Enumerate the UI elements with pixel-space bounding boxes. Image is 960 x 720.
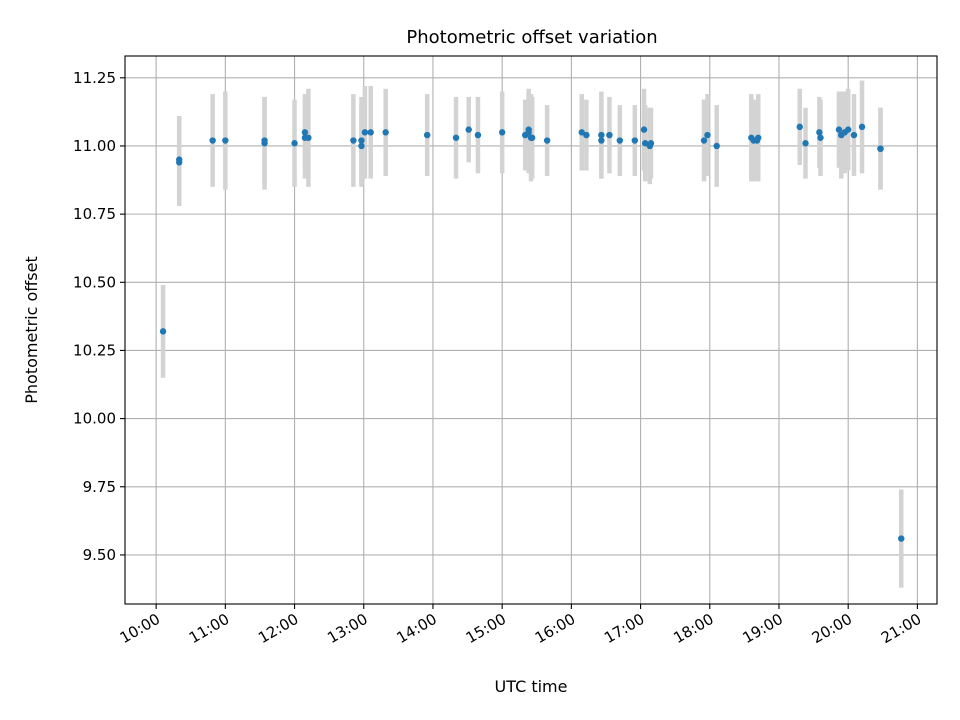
data-point: [525, 129, 532, 136]
point-layer: [159, 123, 905, 542]
data-point: [802, 140, 809, 147]
y-tick-label: 10.75: [73, 205, 116, 223]
data-point: [858, 123, 866, 131]
data-point: [498, 129, 506, 136]
data-point: [358, 137, 365, 144]
data-point: [704, 131, 711, 139]
data-point: [616, 137, 624, 144]
data-point: [291, 140, 298, 147]
data-point: [713, 142, 720, 150]
data-point: [350, 137, 357, 144]
data-point: [816, 129, 823, 136]
data-point: [423, 131, 431, 139]
data-point: [583, 131, 590, 139]
y-tick-label: 9.75: [83, 478, 116, 496]
data-point: [543, 137, 551, 144]
y-tick-label: 9.50: [83, 546, 116, 564]
data-point: [755, 134, 762, 141]
data-point: [528, 134, 536, 141]
data-point: [176, 156, 183, 163]
data-point: [640, 126, 648, 133]
plot-frame: [124, 55, 938, 605]
data-point: [641, 140, 649, 147]
y-axis: 9.50 9.75 10.00 10.25 10.50 10.75 11.00 11.25: [73, 69, 125, 564]
data-point: [358, 142, 365, 150]
y-tick-label: 11.25: [73, 69, 116, 87]
x-axis-title: UTC time: [495, 677, 568, 696]
data-point: [835, 126, 843, 133]
data-point: [877, 145, 884, 152]
data-point: [474, 131, 482, 139]
data-point: [598, 131, 605, 139]
data-point: [578, 129, 585, 136]
data-point: [382, 129, 389, 136]
data-point: [222, 137, 229, 144]
data-point: [361, 129, 369, 136]
data-point: [301, 129, 309, 136]
data-point: [796, 123, 803, 131]
data-point: [631, 137, 639, 144]
data-point: [159, 328, 167, 335]
data-point: [647, 140, 655, 147]
data-point: [452, 134, 460, 141]
data-point: [898, 535, 905, 542]
data-point: [305, 134, 312, 141]
data-point: [465, 126, 472, 133]
data-point: [850, 131, 858, 139]
y-tick-label: 11.00: [73, 137, 116, 155]
data-point: [367, 129, 374, 136]
data-point: [261, 137, 268, 144]
y-axis-title: Photometric offset: [22, 256, 41, 404]
data-point: [606, 131, 613, 139]
data-point: [209, 137, 216, 144]
data-point: [817, 134, 824, 141]
y-tick-label: 10.25: [73, 341, 116, 359]
data-point: [700, 137, 708, 144]
y-tick-label: 10.50: [73, 273, 116, 291]
y-tick-label: 10.00: [73, 410, 116, 428]
chart-title: Photometric offset variation: [406, 27, 657, 48]
data-point: [598, 137, 605, 144]
data-point: [844, 126, 852, 133]
